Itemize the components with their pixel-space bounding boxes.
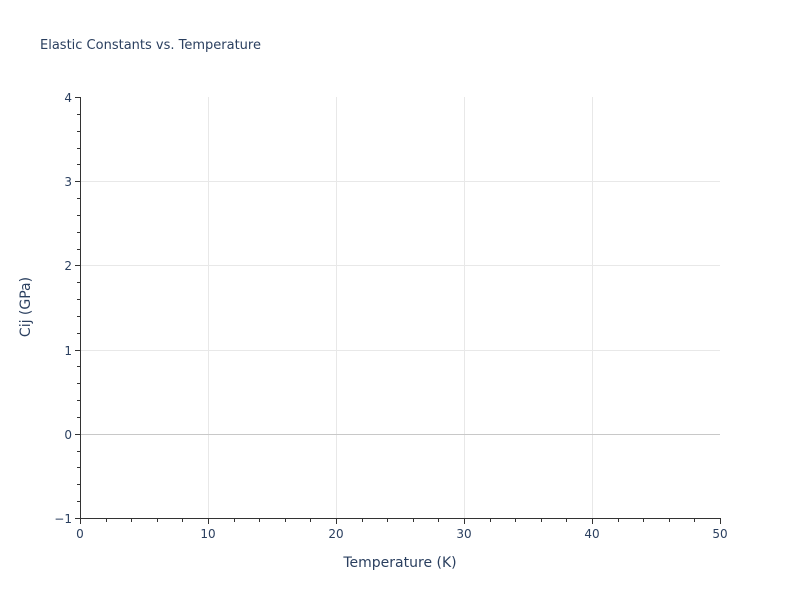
x-minor-tick [413, 519, 414, 522]
y-minor-tick [77, 299, 80, 300]
x-major-tick-20 [336, 519, 337, 524]
x-minor-tick [490, 519, 491, 522]
y-minor-tick [77, 383, 80, 384]
y-tick-label-2: 2 [64, 259, 72, 273]
x-major-tick-50 [720, 519, 721, 524]
y-major-tick-2 [75, 265, 80, 266]
y-tick-label-0: 0 [64, 428, 72, 442]
y-tick-label-4: 4 [64, 91, 72, 105]
x-axis-title: Temperature (K) [343, 555, 457, 571]
x-minor-tick [234, 519, 235, 522]
y-axis-line [80, 97, 81, 519]
x-minor-tick [285, 519, 286, 522]
x-major-tick-10 [208, 519, 209, 524]
x-minor-tick [438, 519, 439, 522]
y-minor-tick [77, 215, 80, 216]
x-tick-label-30: 30 [456, 527, 472, 541]
y-tick-label-1: 1 [64, 344, 72, 358]
x-major-tick-40 [592, 519, 593, 524]
gridline-x-10 [208, 97, 209, 518]
x-minor-tick [566, 519, 567, 522]
gridline-y-2 [81, 265, 720, 266]
chart-title: Elastic Constants vs. Temperature [40, 38, 261, 53]
x-axis-line [80, 518, 721, 519]
y-minor-tick [77, 164, 80, 165]
x-tick-label-10: 10 [200, 527, 216, 541]
x-major-tick-30 [464, 519, 465, 524]
y-minor-tick [77, 451, 80, 452]
x-minor-tick [618, 519, 619, 522]
x-minor-tick [387, 519, 388, 522]
y-minor-tick [77, 316, 80, 317]
x-minor-tick [310, 519, 311, 522]
x-minor-tick [182, 519, 183, 522]
x-tick-label-40: 40 [584, 527, 600, 541]
y-minor-tick [77, 467, 80, 468]
y-major-tick-3 [75, 181, 80, 182]
gridline-x-40 [592, 97, 593, 518]
y-minor-tick [77, 400, 80, 401]
y-minor-tick [77, 148, 80, 149]
y-minor-tick [77, 484, 80, 485]
y-minor-tick [77, 114, 80, 115]
x-tick-label-0: 0 [76, 527, 84, 541]
gridline-y-1 [81, 350, 720, 351]
x-tick-label-20: 20 [328, 527, 344, 541]
x-minor-tick [694, 519, 695, 522]
x-minor-tick [362, 519, 363, 522]
x-tick-label-50: 50 [712, 527, 728, 541]
y-major-tick-4 [75, 97, 80, 98]
x-major-tick-0 [80, 519, 81, 524]
gridline-x-20 [336, 97, 337, 518]
y-major-tick--1 [75, 518, 80, 519]
x-minor-tick [106, 519, 107, 522]
y-major-tick-1 [75, 350, 80, 351]
y-tick-label--1: −1 [54, 512, 72, 526]
x-minor-tick [541, 519, 542, 522]
x-minor-tick [259, 519, 260, 522]
y-minor-tick [77, 282, 80, 283]
y-minor-tick [77, 333, 80, 334]
plot-area: 0 10 20 30 40 50 −1 0 1 2 3 4 [54, 91, 727, 541]
y-minor-tick [77, 131, 80, 132]
y-minor-tick [77, 198, 80, 199]
y-minor-tick [77, 501, 80, 502]
y-major-tick-0 [75, 434, 80, 435]
y-minor-tick [77, 417, 80, 418]
x-minor-tick [157, 519, 158, 522]
y-axis-title: Cij (GPa) [18, 276, 34, 338]
x-minor-tick [131, 519, 132, 522]
x-minor-tick [643, 519, 644, 522]
gridline-y-0 [81, 434, 720, 435]
x-minor-tick [669, 519, 670, 522]
x-minor-tick [515, 519, 516, 522]
y-minor-tick [77, 366, 80, 367]
y-minor-tick [77, 232, 80, 233]
y-tick-label-3: 3 [64, 175, 72, 189]
y-minor-tick [77, 249, 80, 250]
gridline-x-30 [464, 97, 465, 518]
gridline-y-3 [81, 181, 720, 182]
